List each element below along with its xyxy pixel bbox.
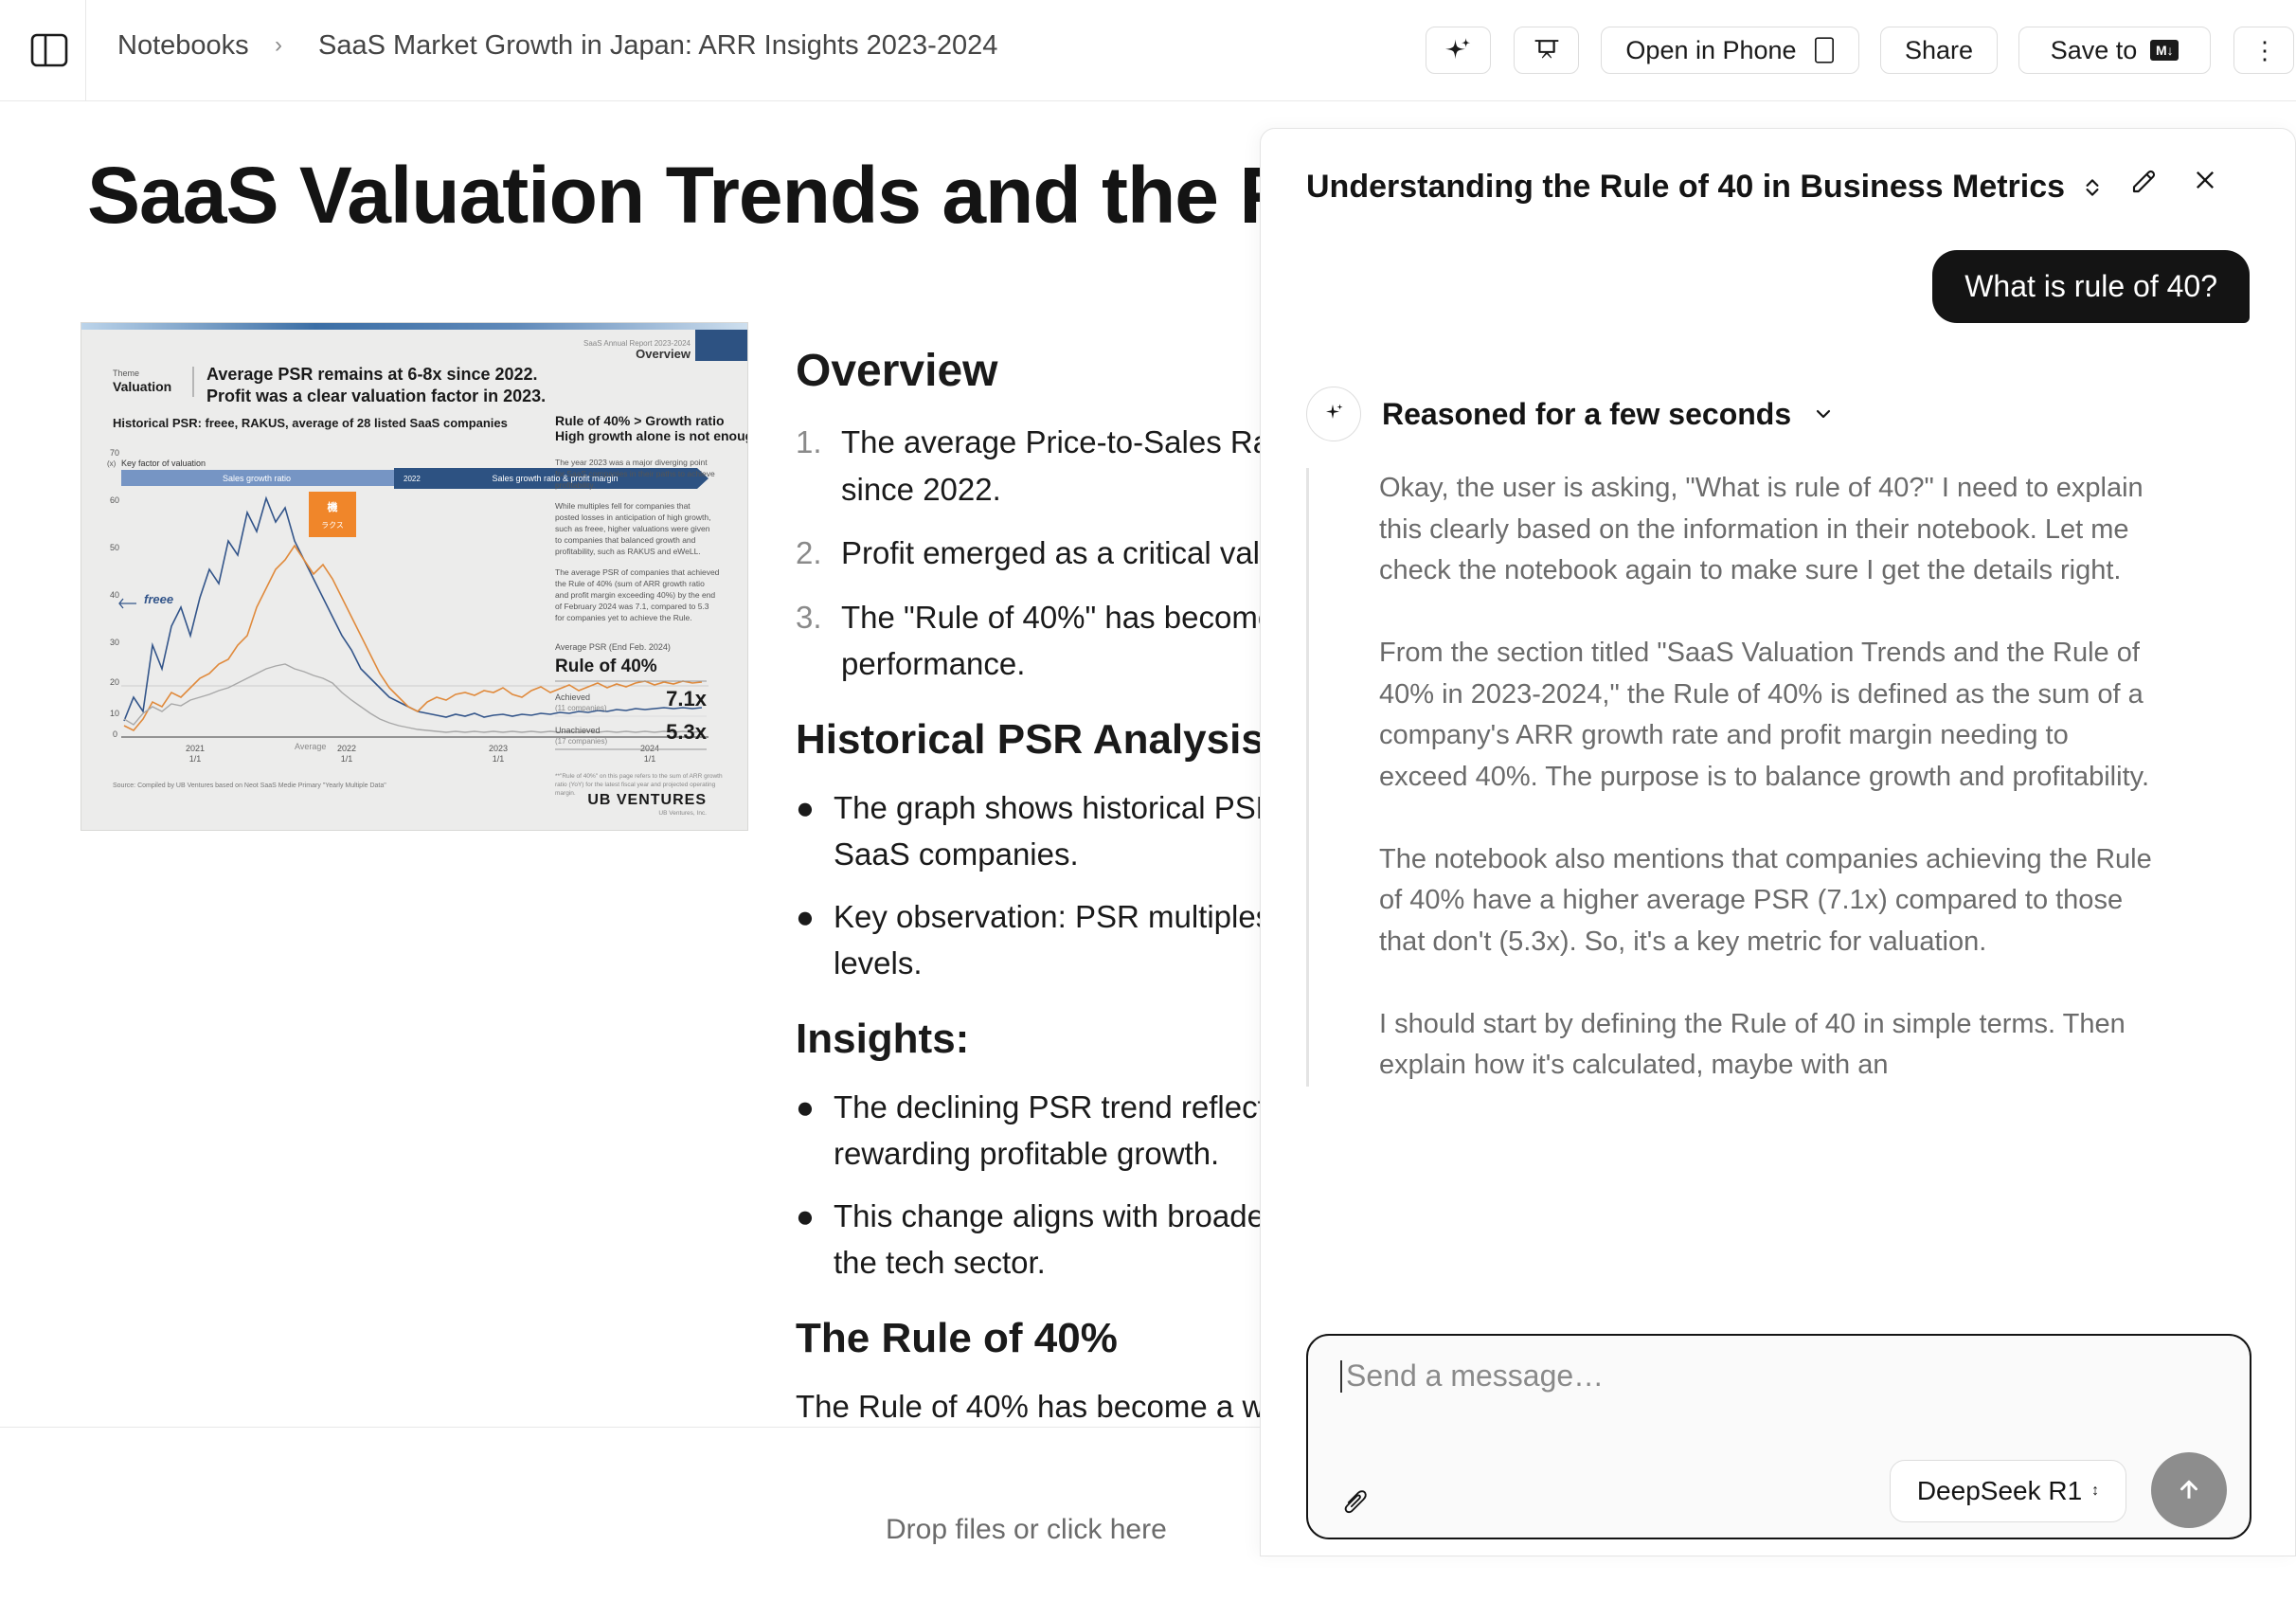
svg-text:70: 70 — [110, 448, 119, 458]
svg-text:5.3x: 5.3x — [666, 720, 708, 744]
svg-text:50: 50 — [110, 543, 119, 552]
svg-text:profitability, such as RAKUS a: profitability, such as RAKUS and eWeLL. — [555, 547, 701, 556]
svg-text:and profit margin exceeding 40: and profit margin exceeding 40%) by the … — [555, 590, 715, 600]
svg-text:Rule of 40% > Growth ratio: Rule of 40% > Growth ratio — [555, 413, 725, 428]
svg-text:The year 2023 was a major dive: The year 2023 was a major diverging poin… — [555, 458, 708, 467]
svg-text:margin.: margin. — [555, 790, 576, 797]
svg-text:(17 companies): (17 companies) — [555, 737, 607, 746]
svg-text:Profit was a clear valuation f: Profit was a clear valuation factor in 2… — [206, 387, 546, 405]
svg-text:60: 60 — [110, 495, 119, 505]
svg-text:**"Rule of 40%" on this page r: **"Rule of 40%" on this page refers to t… — [555, 773, 723, 780]
svg-text:ratio (YoY) for the latest fis: ratio (YoY) for the latest fiscal year a… — [555, 782, 716, 788]
svg-text:1/1: 1/1 — [341, 754, 353, 764]
svg-text:Theme: Theme — [113, 369, 139, 378]
svg-text:0: 0 — [113, 729, 117, 739]
svg-text:20: 20 — [110, 677, 119, 687]
svg-text:UB Ventures, Inc.: UB Ventures, Inc. — [658, 810, 707, 817]
svg-text:The average PSR of companies t: The average PSR of companies that achiev… — [555, 567, 720, 577]
svg-text:Historical PSR: freee, RAKUS,: Historical PSR: freee, RAKUS, average of… — [113, 416, 508, 430]
svg-text:機: 機 — [328, 500, 338, 513]
svg-text:the Rule of 40% (sum of ARR gr: the Rule of 40% (sum of ARR growth ratio — [555, 579, 705, 588]
svg-text:2023: 2023 — [489, 744, 508, 753]
svg-text:freee: freee — [144, 592, 173, 606]
svg-text:(11 companies): (11 companies) — [555, 704, 607, 712]
svg-text:Average: Average — [295, 742, 326, 751]
svg-text:to companies that balanced gro: to companies that balanced growth and — [555, 535, 696, 545]
svg-text:Sales growth ratio: Sales growth ratio — [223, 474, 291, 483]
svg-text:7.1x: 7.1x — [666, 687, 708, 711]
svg-text:for companies yet to achieve t: for companies yet to achieve the Rule. — [555, 613, 692, 622]
svg-text:2024: 2024 — [640, 744, 659, 753]
svg-text:for SaaS companies in their pa: for SaaS companies in their paths to ach… — [555, 469, 715, 478]
svg-text:40: 40 — [110, 590, 119, 600]
svg-text:1/1: 1/1 — [493, 754, 505, 764]
svg-text:(x): (x) — [107, 459, 117, 468]
svg-text:1/1: 1/1 — [644, 754, 656, 764]
svg-text:such as freee, higher valuatio: such as freee, higher valuations were gi… — [555, 524, 710, 533]
svg-text:Source: Compiled by UB Venture: Source: Compiled by UB Ventures based on… — [113, 783, 386, 789]
svg-text:Achieved: Achieved — [555, 693, 590, 702]
svg-text:Valuation: Valuation — [113, 379, 171, 394]
svg-text:10: 10 — [110, 709, 119, 718]
svg-text:of February 2024 was 7.1, comp: of February 2024 was 7.1, compared to 5.… — [555, 602, 709, 611]
svg-text:Key factor of valuation: Key factor of valuation — [121, 459, 206, 468]
svg-text:While multiples fell for compa: While multiples fell for companies that — [555, 501, 691, 511]
svg-text:posted losses in anticipation: posted losses in anticipation of high gr… — [555, 513, 710, 522]
svg-text:High growth alone is not enoug: High growth alone is not enough — [555, 428, 748, 443]
svg-text:Average PSR (End Feb. 2024): Average PSR (End Feb. 2024) — [555, 642, 671, 652]
svg-text:Unachieved: Unachieved — [555, 726, 601, 735]
svg-text:1/1: 1/1 — [189, 754, 202, 764]
svg-text:profitability.: profitability. — [555, 480, 595, 490]
svg-text:UB VENTURES: UB VENTURES — [587, 792, 707, 808]
svg-text:Rule of 40%: Rule of 40% — [555, 657, 657, 676]
svg-text:2021: 2021 — [186, 744, 205, 753]
svg-text:ラクス: ラクス — [321, 521, 344, 530]
svg-text:Overview: Overview — [636, 347, 691, 361]
svg-text:2022: 2022 — [404, 475, 421, 483]
svg-text:Average PSR remains at 6-8x si: Average PSR remains at 6-8x since 2022. — [206, 365, 538, 384]
svg-text:2022: 2022 — [337, 744, 356, 753]
svg-text:30: 30 — [110, 638, 119, 647]
